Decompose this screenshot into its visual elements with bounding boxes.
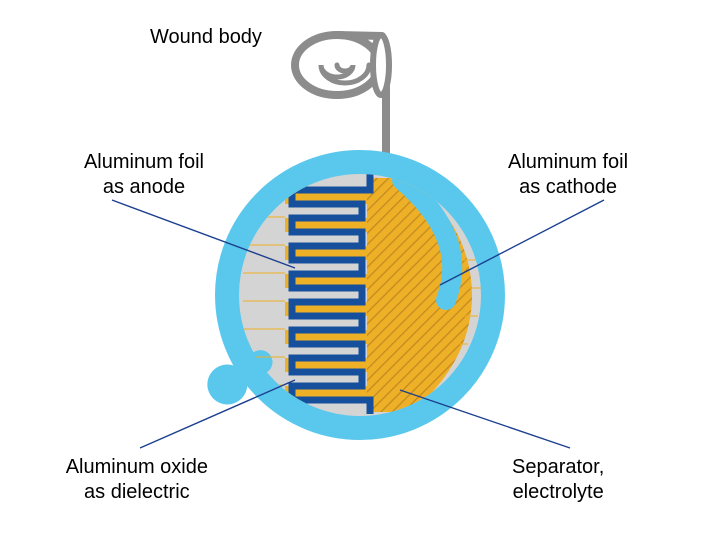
label-anode: Aluminum foil as anode	[84, 150, 204, 200]
label-oxide: Aluminum oxide as dielectric	[66, 455, 208, 505]
label-separator: Separator, electrolyte	[512, 455, 604, 505]
label-wound-body: Wound body	[150, 25, 262, 50]
label-cathode: Aluminum foil as cathode	[508, 150, 628, 200]
wound-body-shape	[295, 35, 389, 158]
